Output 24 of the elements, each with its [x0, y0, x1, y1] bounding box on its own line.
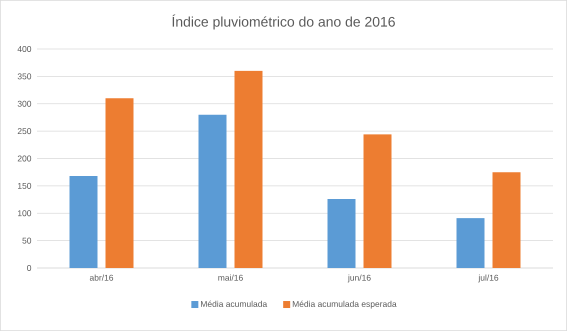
legend-label: Média acumulada: [201, 300, 268, 307]
y-tick-label: 400: [18, 46, 32, 52]
bar: [364, 134, 392, 268]
y-tick-label: 150: [18, 182, 32, 189]
bar: [234, 70, 262, 268]
bar: [492, 172, 521, 268]
bar: [328, 199, 356, 268]
x-tick-label: jul/16: [478, 274, 498, 282]
bar: [456, 218, 485, 268]
chart-title: Índice pluviométrico do ano de 2016: [172, 14, 395, 30]
x-tick-label: jun/16: [348, 274, 371, 282]
bar: [106, 98, 134, 268]
y-tick-label: 100: [18, 210, 32, 216]
x-tick-label: abr/16: [90, 274, 114, 281]
y-tick-label: 0: [27, 265, 32, 271]
bar: [70, 176, 98, 268]
bar: [198, 114, 226, 268]
x-tick-label: mai/16: [218, 274, 243, 281]
y-tick-label: 250: [18, 128, 32, 134]
legend-label: Média acumulada esperada: [292, 300, 397, 309]
y-tick-label: 350: [18, 73, 32, 80]
y-tick-label: 200: [18, 156, 32, 162]
y-tick-label: 50: [22, 238, 32, 244]
y-tick-label: 300: [18, 100, 32, 107]
